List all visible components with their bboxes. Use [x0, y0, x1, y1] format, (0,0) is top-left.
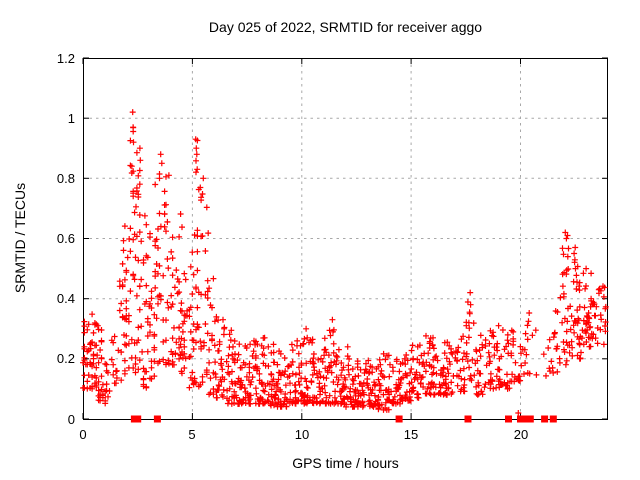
- x-tick-label: 5: [188, 427, 196, 442]
- y-tick-label: 1.2: [56, 51, 75, 66]
- x-axis-label: GPS time / hours: [292, 455, 399, 471]
- y-tick-label: 0.2: [56, 351, 75, 366]
- y-tick-label: 0: [67, 412, 75, 427]
- x-tick-label: 15: [403, 427, 419, 442]
- x-tick-label: 20: [513, 427, 529, 442]
- y-tick-label: 0.8: [56, 171, 75, 186]
- zero-value-markers: [130, 415, 557, 423]
- x-tick-label: 0: [79, 427, 87, 442]
- x-tick-label: 10: [294, 427, 310, 442]
- scatter-points: [80, 109, 609, 416]
- y-tick-label: 0.6: [56, 231, 75, 246]
- y-tick-label: 1: [67, 111, 75, 126]
- chart-title: Day 025 of 2022, SRMTID for receiver agg…: [208, 19, 483, 35]
- y-tick-label: 0.4: [56, 291, 75, 306]
